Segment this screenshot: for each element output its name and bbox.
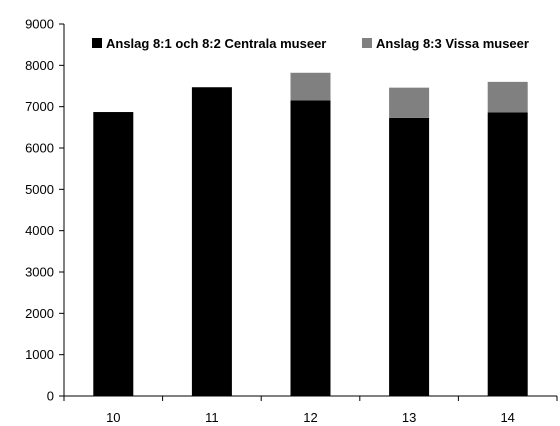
y-tick-label: 1000 bbox=[25, 347, 54, 362]
bar-centrala-museer-14 bbox=[487, 112, 528, 396]
y-tick-label: 7000 bbox=[25, 99, 54, 114]
x-tick-label: 10 bbox=[106, 410, 120, 425]
axes bbox=[59, 23, 558, 401]
x-tick-label: 11 bbox=[205, 410, 219, 425]
x-tick-label: 13 bbox=[402, 410, 416, 425]
x-tick-label: 14 bbox=[500, 410, 514, 425]
bar-vissa-museer-13 bbox=[389, 87, 430, 118]
y-tick-label: 0 bbox=[47, 389, 54, 404]
y-tick-label: 6000 bbox=[25, 141, 54, 156]
y-tick-label: 9000 bbox=[25, 17, 54, 32]
y-tick-label: 4000 bbox=[25, 223, 54, 238]
bar-centrala-museer-10 bbox=[93, 112, 134, 396]
x-tick-label: 12 bbox=[303, 410, 317, 425]
bar-centrala-museer-11 bbox=[191, 87, 232, 397]
y-tick-label: 3000 bbox=[25, 265, 54, 280]
bar-centrala-museer-13 bbox=[389, 117, 430, 397]
bar-centrala-museer-12 bbox=[290, 100, 331, 396]
legend-label: Anslag 8:1 och 8:2 Centrala museer bbox=[106, 36, 326, 51]
y-tick-labels: 0 1000 2000 3000 4000 5000 6000 7000 8000 9000 bbox=[25, 17, 54, 404]
y-tick-label: 8000 bbox=[25, 58, 54, 73]
legend-swatch bbox=[362, 38, 372, 48]
legend-swatch bbox=[92, 38, 102, 48]
bar-vissa-museer-12 bbox=[290, 72, 331, 101]
legend: Anslag 8:1 och 8:2 Centrala museer Anslag… bbox=[92, 36, 529, 51]
y-tick-label: 5000 bbox=[25, 182, 54, 197]
legend-label: Anslag 8:3 Vissa museer bbox=[376, 36, 529, 51]
bars bbox=[93, 72, 528, 397]
y-tick-label: 2000 bbox=[25, 306, 54, 321]
bar-vissa-museer-14 bbox=[487, 81, 528, 113]
x-tick-labels: 10 11 12 13 14 bbox=[106, 410, 515, 425]
